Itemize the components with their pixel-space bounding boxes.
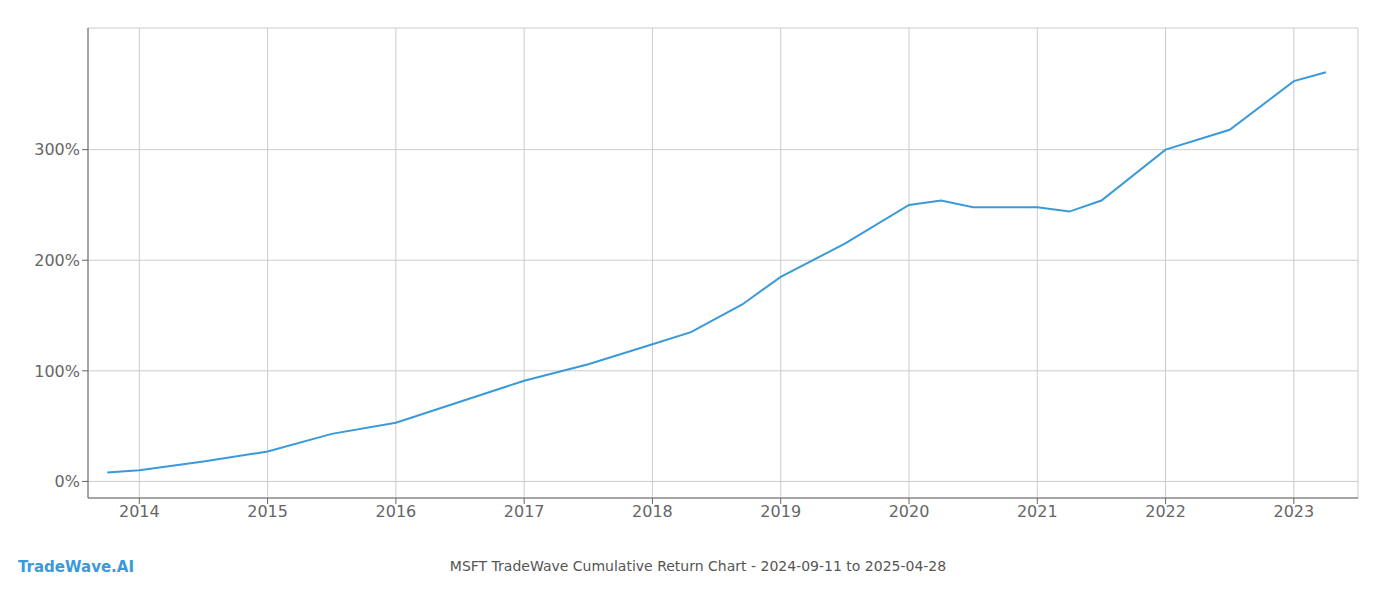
svg-text:2017: 2017 xyxy=(504,502,545,521)
svg-text:2022: 2022 xyxy=(1145,502,1186,521)
svg-text:2019: 2019 xyxy=(760,502,801,521)
svg-text:2016: 2016 xyxy=(376,502,417,521)
svg-text:100%: 100% xyxy=(34,362,80,381)
svg-text:0%: 0% xyxy=(55,472,80,491)
svg-text:2014: 2014 xyxy=(119,502,160,521)
html-text:TradeWave.AI: TradeWave.AI xyxy=(18,558,134,576)
html-text:MSFT TradeWave Cumulative Retu: MSFT TradeWave Cumulative Return Chart -… xyxy=(449,558,947,574)
svg-text:300%: 300% xyxy=(34,140,80,159)
svg-text:200%: 200% xyxy=(34,251,80,270)
svg-text:2023: 2023 xyxy=(1273,502,1314,521)
svg-text:2015: 2015 xyxy=(247,502,288,521)
svg-text:2021: 2021 xyxy=(1017,502,1058,521)
svg-text:2020: 2020 xyxy=(889,502,930,521)
svg-text:2018: 2018 xyxy=(632,502,673,521)
